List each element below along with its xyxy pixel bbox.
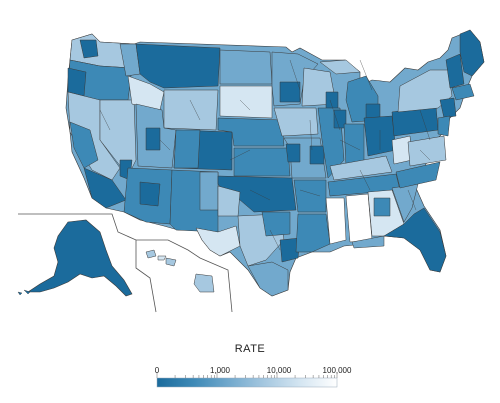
region-phoenix (139, 181, 161, 207)
legend-tick-label-0: 0 (154, 366, 160, 375)
region-virginia (407, 135, 447, 167)
us-map-svg (17, 29, 485, 313)
region-arkansas (293, 179, 327, 213)
region-seattle (79, 39, 99, 59)
region-hawaii-molokai (157, 255, 167, 261)
district-lines (99, 59, 431, 251)
region-florida (383, 207, 447, 273)
region-minneapolis (279, 81, 301, 103)
region-hawaii-maui (165, 257, 177, 267)
region-colorado-west (173, 129, 201, 169)
region-new-york (397, 69, 453, 113)
region-houston (279, 237, 301, 263)
region-indiana (343, 123, 365, 167)
region-salt-lake (145, 127, 161, 151)
region-dallas (261, 211, 291, 237)
region-kansas-city (285, 143, 301, 163)
region-idaho (127, 75, 165, 111)
region-north-carolina (395, 161, 441, 189)
legend-color-bar (156, 372, 338, 388)
map-regions (67, 29, 485, 297)
region-montana (135, 43, 221, 89)
region-mississippi (325, 197, 347, 245)
region-south-california (83, 167, 127, 209)
region-wyoming (163, 89, 219, 131)
region-nyc (439, 97, 457, 119)
region-florida-panhandle (351, 235, 385, 249)
region-maine (459, 29, 485, 77)
inset-borders (18, 213, 233, 313)
region-oregon-coast (67, 67, 87, 97)
legend-tick-label-2: 10,000 (266, 366, 292, 375)
hawaii (145, 249, 215, 293)
region-west-texas (195, 225, 241, 257)
legend-gradient-bar (156, 377, 338, 388)
legend-minor-ticks (156, 372, 338, 378)
region-atlanta (373, 197, 391, 217)
choropleth-map (17, 29, 485, 313)
region-north-dakota (219, 49, 273, 85)
region-oklahoma (217, 175, 297, 213)
region-new-jersey (437, 115, 451, 137)
region-vermont-nh (445, 53, 465, 89)
region-michigan-upper (319, 59, 361, 75)
legend-title: RATE (234, 343, 266, 355)
region-south-texas (247, 261, 289, 297)
region-kansas (233, 147, 291, 177)
region-st-louis (309, 145, 325, 165)
region-new-mexico-east (199, 171, 219, 211)
region-alaska (27, 219, 133, 297)
region-hawaii-oahu (145, 249, 157, 259)
alaska (17, 219, 133, 297)
region-massachusetts (451, 83, 475, 101)
region-hawaii-big-island (193, 273, 215, 293)
region-alabama (345, 193, 373, 243)
region-milwaukee (325, 91, 339, 111)
region-iowa (273, 107, 319, 137)
legend-tick-label-3: 100,000 (322, 366, 352, 375)
region-central-california (69, 121, 99, 169)
region-kentucky (329, 155, 393, 181)
alaska-islands (17, 289, 31, 296)
legend-tick-label-1: 1,000 (209, 366, 231, 375)
region-louisiana (295, 213, 331, 253)
region-south-dakota (219, 85, 273, 119)
